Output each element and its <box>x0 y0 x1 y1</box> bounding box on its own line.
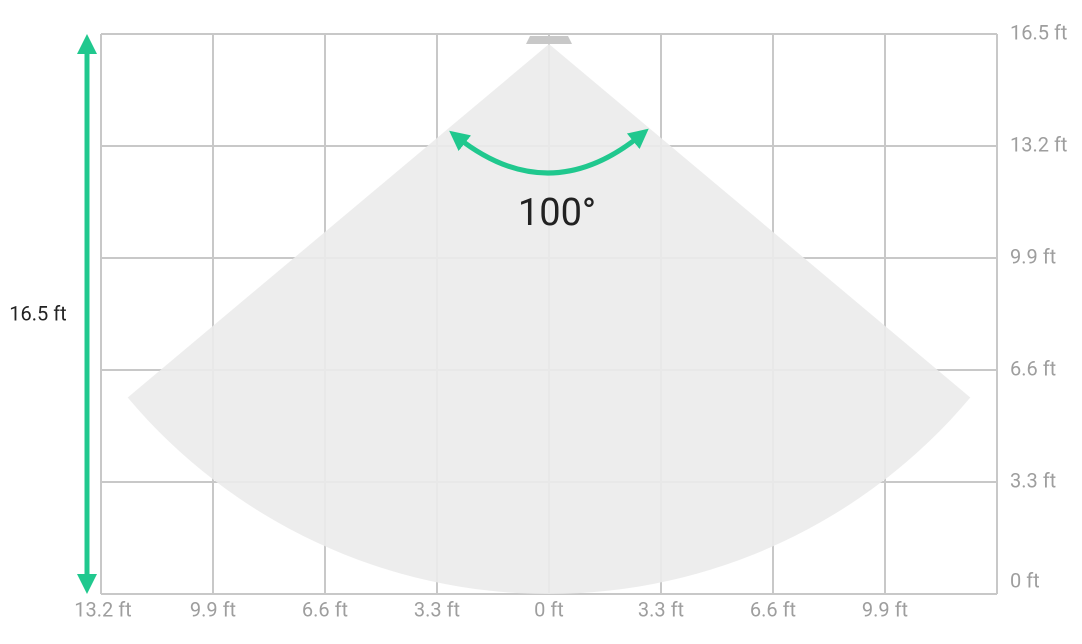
sensor <box>526 36 572 44</box>
x-tick-label: 9.9 ft <box>190 597 236 621</box>
y-tick-label: 9.9 ft <box>1010 244 1056 268</box>
x-tick-label: 0 ft <box>534 597 564 621</box>
y-tick-label: 6.6 ft <box>1010 356 1056 380</box>
angle-arrow <box>449 128 649 176</box>
x-tick-label: 9.9 ft <box>862 597 908 621</box>
detection-sector <box>127 44 971 594</box>
y-tick-label: 0 ft <box>1010 568 1040 592</box>
angle-label: 100° <box>518 191 596 235</box>
y-tick-label: 16.5 ft <box>1010 20 1067 44</box>
x-tick-label: 3.3 ft <box>414 597 460 621</box>
y-tick-label: 3.3 ft <box>1010 468 1056 492</box>
x-tick-label: 13.2 ft <box>74 597 131 621</box>
x-tick-label: 6.6 ft <box>302 597 348 621</box>
y-tick-label: 13.2 ft <box>1010 132 1067 156</box>
x-tick-label: 3.3 ft <box>638 597 684 621</box>
x-tick-label: 6.6 ft <box>750 597 796 621</box>
range-label: 16.5 ft <box>9 301 66 325</box>
